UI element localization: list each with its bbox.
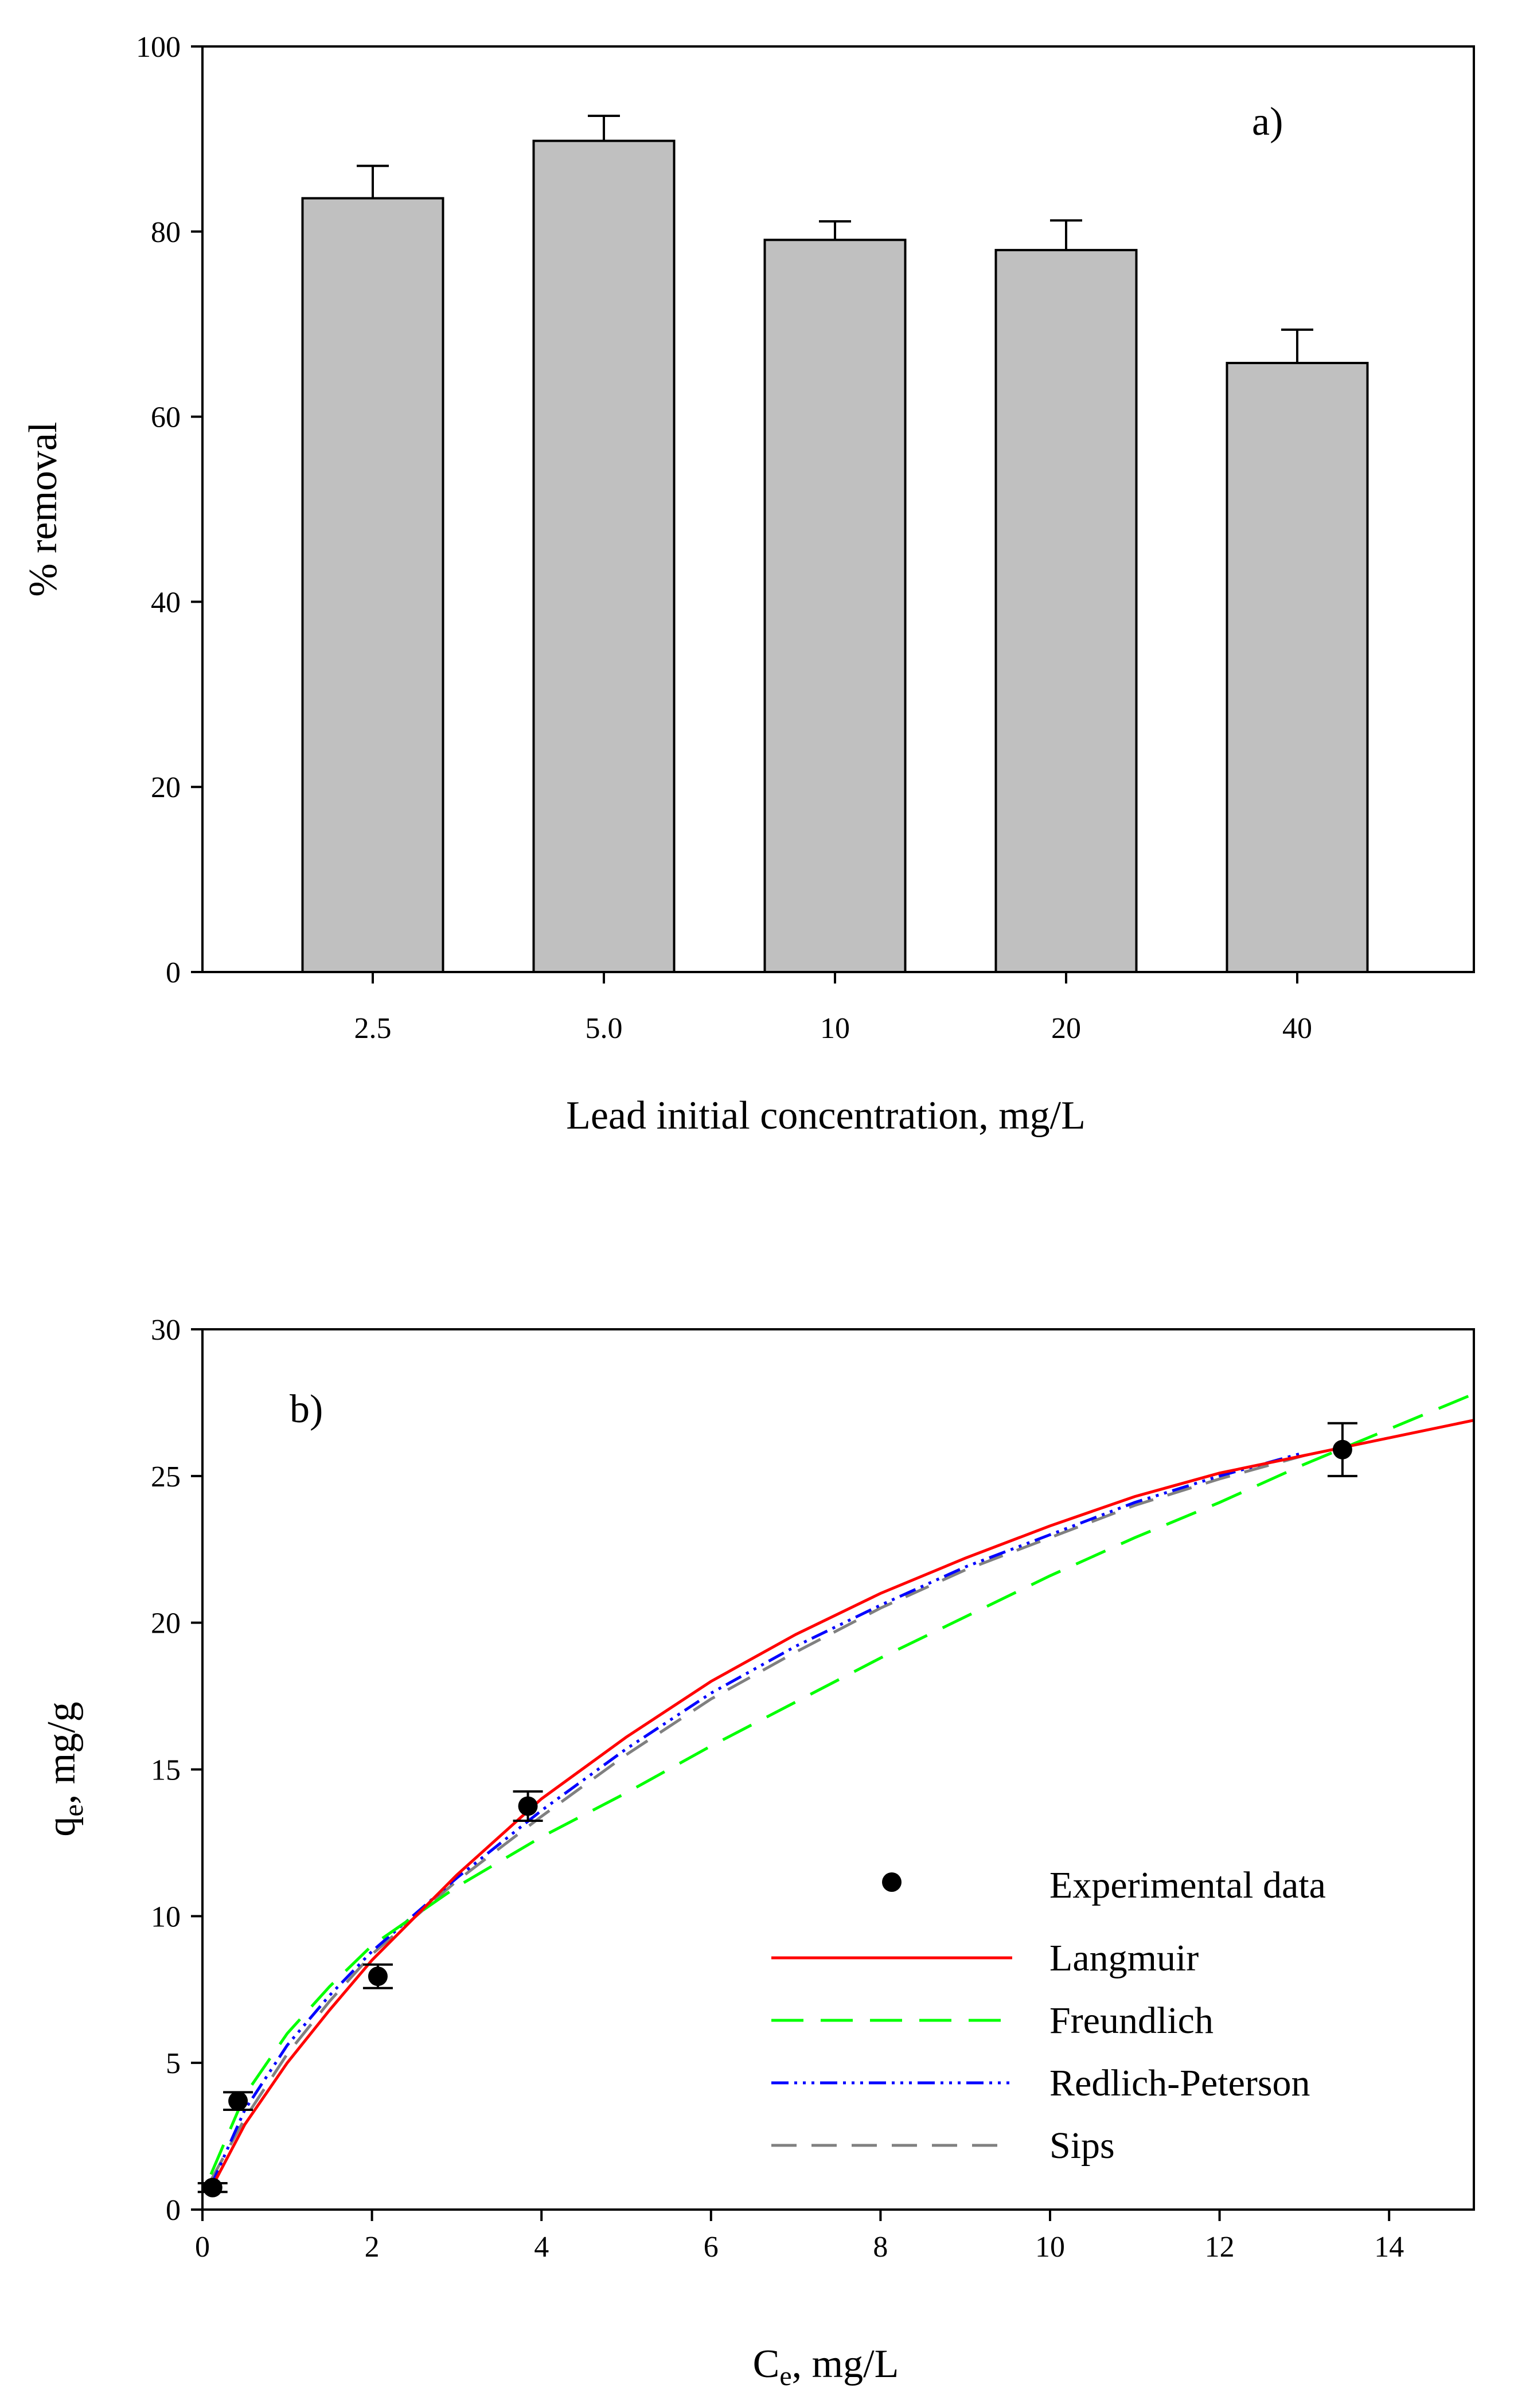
legend-marker [882,1872,902,1892]
y-axis-title: % removal [21,422,65,596]
legend-label: Langmuir [1049,1937,1199,1979]
experimental-points [197,1422,1357,2198]
x-axis-ticks: 0 2 4 6 8 10 12 14 [195,2210,1404,2263]
model-curves [209,1392,1474,2190]
data-point [368,1966,388,1986]
data-point [1332,1439,1352,1459]
legend-label: Sips [1049,2125,1115,2167]
x-axis-title: Lead initial concentration, mg/L [566,1094,1086,1138]
data-point [202,2177,223,2198]
x-axis-title-sub: e [779,2361,791,2391]
y-tick-label: 0 [166,2194,181,2227]
x-tick-label: 4 [534,2231,549,2263]
y-tick-label: 80 [151,216,181,249]
y-tick-label: 0 [166,957,181,989]
y-tick-label: 30 [151,1314,181,1347]
x-tick-label: 2 [365,2231,380,2263]
y-tick-label: 20 [151,771,181,804]
x-tick-label: 0 [195,2231,210,2263]
y-axis-title: qe, mg/g [40,1701,89,1836]
bar-40 [1226,361,1369,973]
y-axis-ticks: 0 5 10 15 20 25 30 [151,1314,202,2227]
data-point [518,1796,538,1816]
x-tick-label: 2.5 [354,1012,392,1045]
bar-5.0 [532,139,676,973]
x-tick-label: 6 [704,2231,719,2263]
legend: Experimental data Langmuir Freundlich Redli… [771,1864,1326,2167]
y-tick-label: 25 [151,1461,181,1493]
x-tick-label: 40 [1282,1012,1312,1045]
y-axis-title-main: q [40,1817,84,1837]
curve-freundlich [209,1392,1474,2175]
curve-sips [209,1454,1305,2181]
x-axis-ticks: 2.5 5.0 10 20 40 [354,972,1312,1045]
y-axis-title-sub: e [58,1804,89,1816]
data-point [228,2091,248,2111]
legend-label: Freundlich [1049,2000,1213,2042]
y-tick-label: 10 [151,1900,181,1933]
bars [301,139,1369,974]
x-tick-label: 8 [873,2231,888,2263]
x-tick-label: 14 [1374,2231,1404,2263]
x-tick-label: 10 [820,1012,850,1045]
panel-a-bar-chart: 0 20 40 60 80 100 2.5 5.0 10 20 40 a) % removal L… [21,31,1475,1138]
legend-label: Experimental data [1049,1864,1326,1906]
bar-10 [763,239,907,973]
x-axis-title-main: C [753,2342,780,2386]
plot-frame [201,45,1475,973]
y-axis-ticks: 0 20 40 60 80 100 [136,31,202,989]
y-tick-label: 100 [136,31,181,64]
y-tick-label: 15 [151,1754,181,1787]
panel-label: b) [290,1387,323,1431]
x-tick-label: 12 [1205,2231,1235,2263]
x-axis-title-rest: , mg/L [792,2342,899,2386]
y-tick-label: 40 [151,586,181,619]
error-bars [357,115,1313,363]
x-tick-label: 10 [1035,2231,1065,2263]
bar-20 [994,249,1138,974]
y-tick-label: 5 [166,2047,181,2080]
panel-label: a) [1252,100,1283,144]
curve-redlich-peterson [209,1451,1305,2187]
curve-langmuir [209,1419,1474,2190]
y-tick-label: 20 [151,1607,181,1640]
x-tick-label: 5.0 [586,1012,623,1045]
y-axis-title-rest: , mg/g [40,1701,84,1804]
x-tick-label: 20 [1051,1012,1081,1045]
legend-label: Redlich-Peterson [1049,2062,1310,2104]
x-axis-title: Ce, mg/L [753,2342,899,2391]
y-tick-label: 60 [151,401,181,434]
bar-2.5 [301,197,444,973]
